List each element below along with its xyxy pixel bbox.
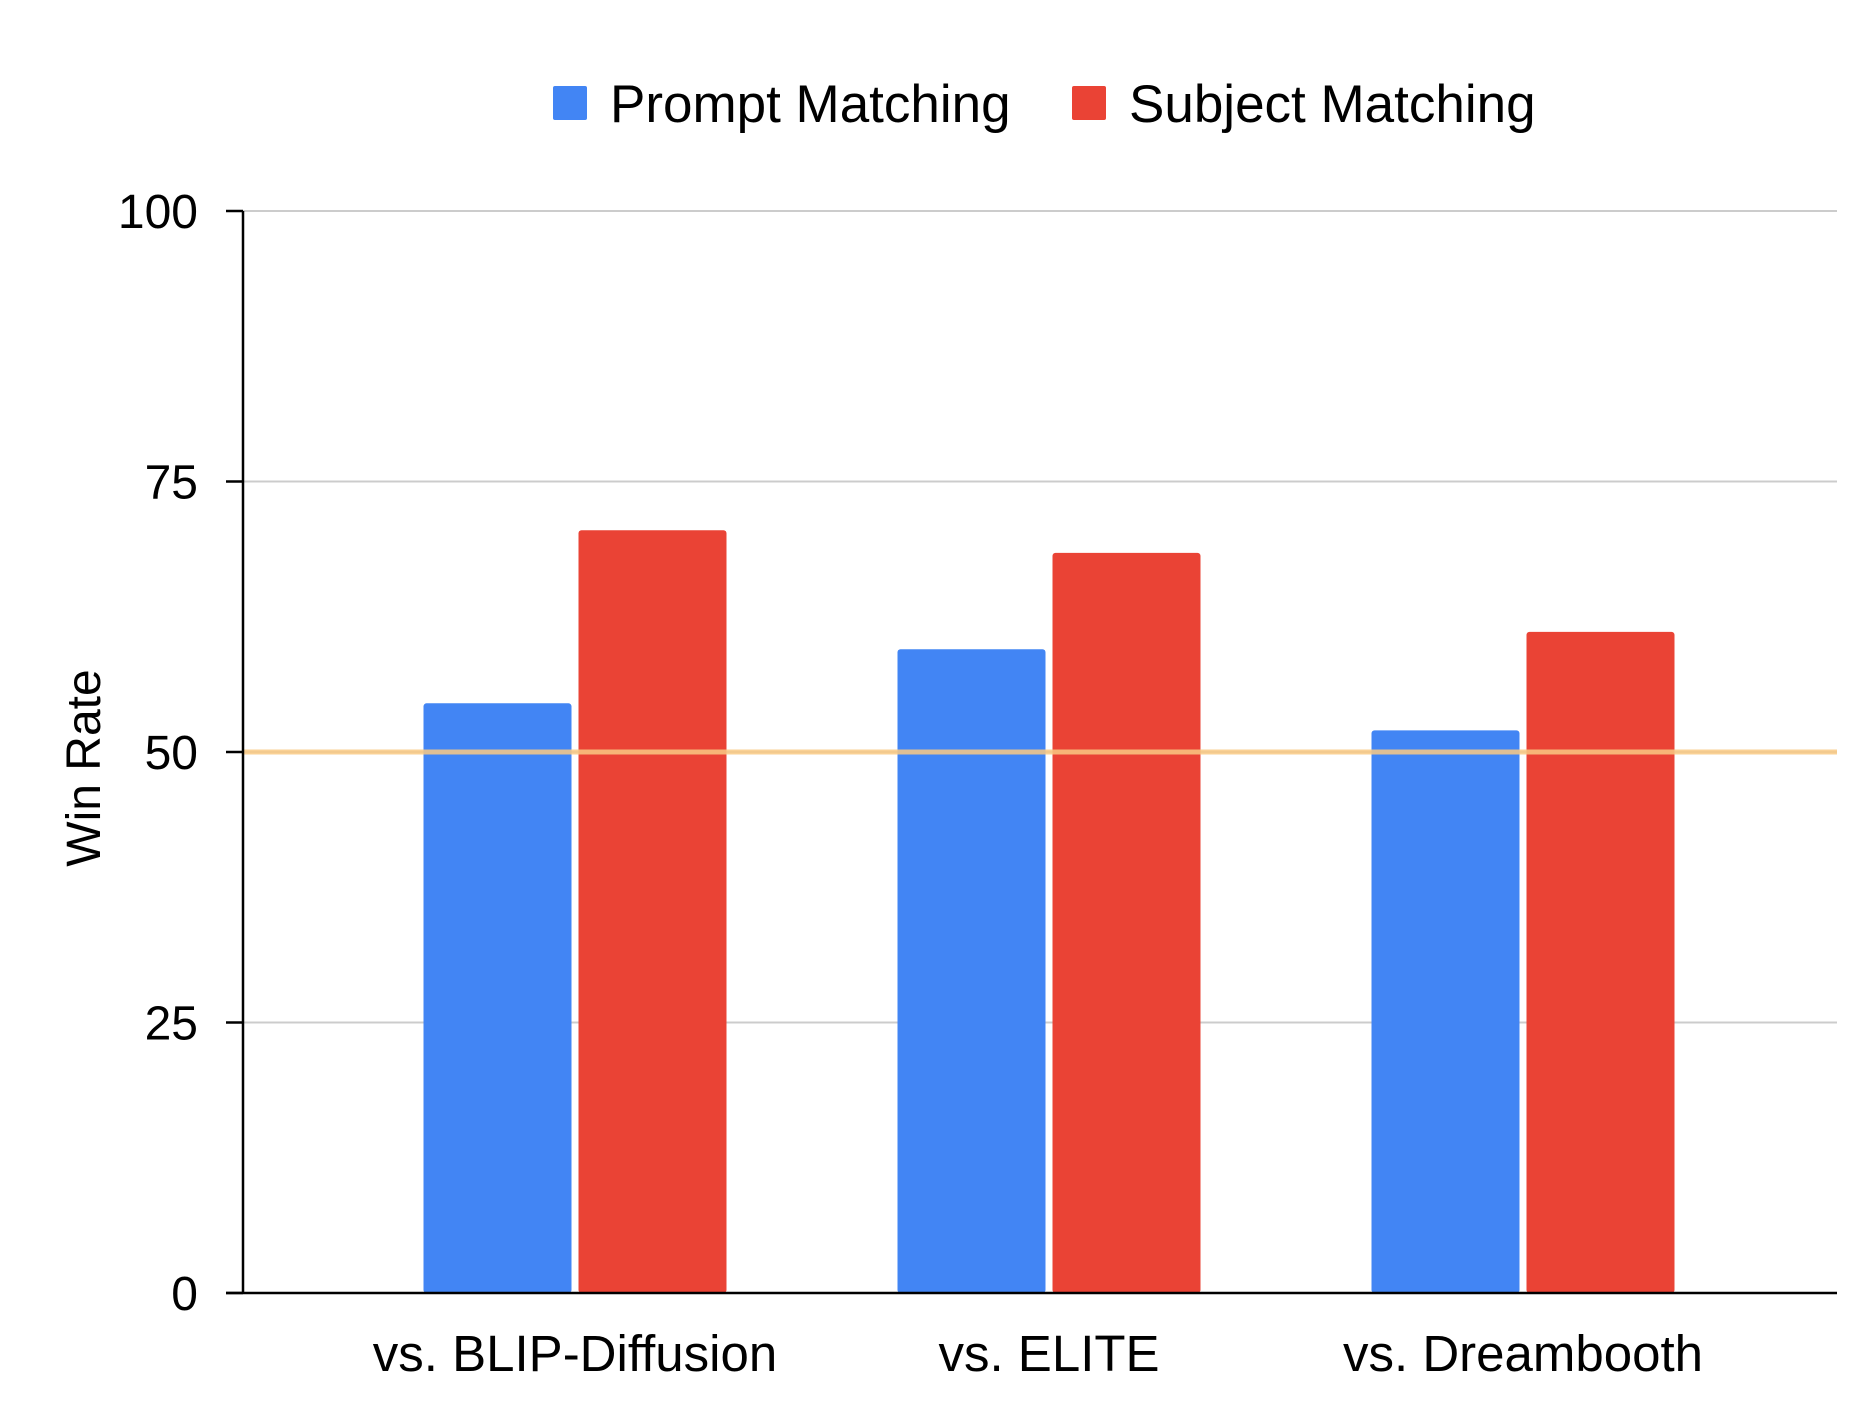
bar-prompt-matching-1: [423, 703, 572, 1293]
y-tick-labels: 0 25 50 75 100: [118, 186, 198, 1321]
x-category-label: vs. BLIP-Diffusion: [373, 1325, 777, 1382]
bar-subject-matching-2: [1052, 552, 1201, 1293]
y-tick-label: 75: [145, 457, 198, 510]
y-tick-label: 100: [118, 186, 198, 239]
bar-prompt-matching-3: [1371, 730, 1520, 1293]
y-tick-label: 25: [145, 998, 198, 1051]
bar-subject-matching-1: [578, 530, 727, 1293]
legend-swatch-subject-matching: [1072, 86, 1106, 120]
x-category-labels: vs. BLIP-Diffusion vs. ELITE vs. Dreamboot…: [373, 1325, 1703, 1382]
y-axis-title: Win Rate: [58, 669, 111, 866]
y-tick-label: 50: [145, 727, 198, 780]
bars: [423, 530, 1675, 1293]
x-category-label: vs. Dreambooth: [1343, 1325, 1703, 1382]
y-tick-label: 0: [171, 1268, 198, 1321]
axes: [226, 209, 1837, 1295]
legend-swatch-prompt-matching: [553, 86, 587, 120]
legend-label: Subject Matching: [1129, 75, 1536, 134]
bar-subject-matching-3: [1526, 631, 1675, 1293]
x-category-label: vs. ELITE: [938, 1325, 1159, 1382]
legend-label: Prompt Matching: [610, 75, 1011, 134]
legend: Prompt Matching Subject Matching: [553, 75, 1536, 134]
bar-prompt-matching-2: [897, 649, 1046, 1293]
